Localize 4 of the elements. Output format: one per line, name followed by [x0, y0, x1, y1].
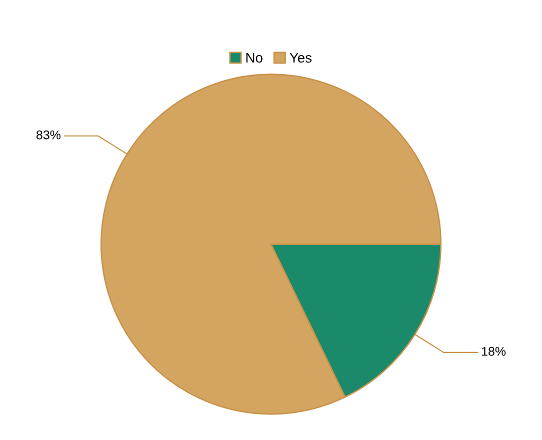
data-label: 18% [482, 346, 506, 356]
legend-label: No [246, 52, 262, 63]
data-label: 83% [36, 130, 61, 140]
legend-label: Yes [290, 52, 312, 63]
